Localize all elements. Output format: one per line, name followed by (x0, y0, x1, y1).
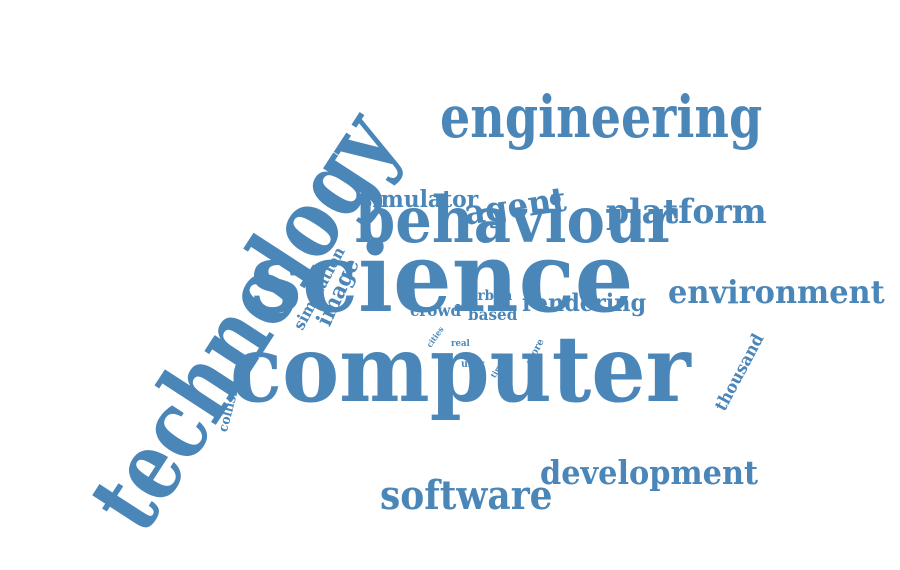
word-behaviour: behaviour (355, 182, 678, 258)
word-rendering: rendering (522, 287, 647, 317)
word-science: science (250, 221, 634, 335)
word-thousand: thousand (711, 331, 769, 415)
word-based: based (468, 305, 518, 325)
word-software: software (380, 472, 553, 519)
word-environment: environment (668, 273, 885, 312)
word-simulator: simulator (360, 185, 479, 213)
word-real: real (451, 338, 470, 349)
word-urban: urban (468, 287, 513, 304)
word-development: development (540, 452, 759, 492)
word-platform: platform (606, 191, 767, 232)
word-user: user (461, 359, 485, 370)
word-crowd: crowd (410, 301, 462, 321)
word-engineering: engineering (440, 82, 763, 151)
word-computer: computer (230, 315, 691, 424)
